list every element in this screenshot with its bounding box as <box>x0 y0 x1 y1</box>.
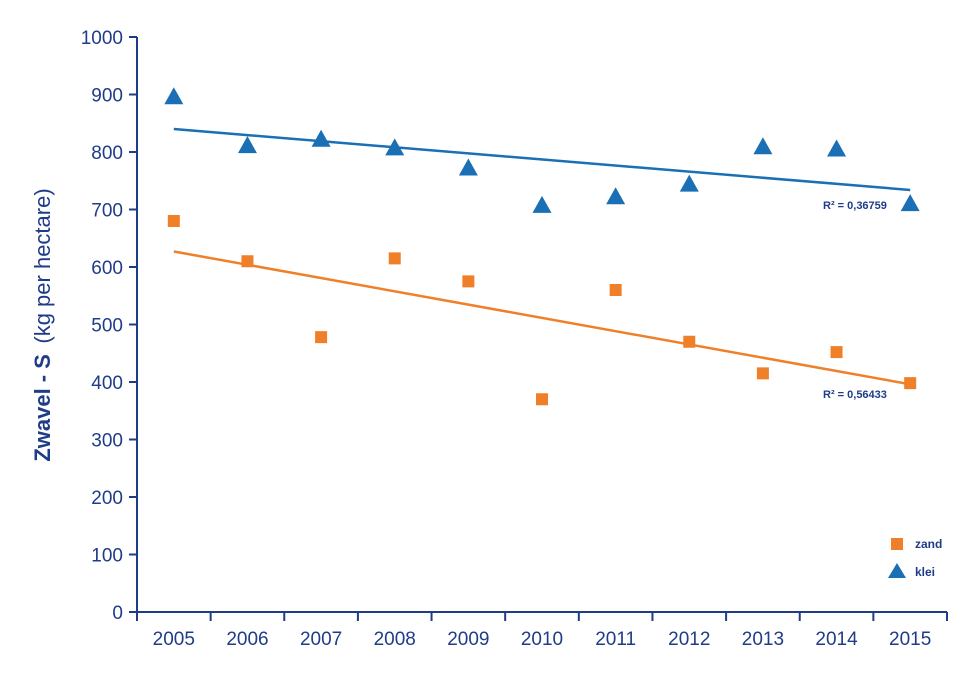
legend: zand klei <box>888 537 942 579</box>
y-tick-label: 600 <box>91 258 123 279</box>
y-tick-label: 300 <box>91 431 123 452</box>
legend-marker-klei <box>888 563 906 578</box>
data-point-zand <box>388 252 401 265</box>
data-point-klei <box>164 87 184 105</box>
data-point-zand <box>536 393 548 406</box>
y-axis-label-bold: Zwavel - S <box>30 354 55 462</box>
x-tick-label: 2009 <box>447 629 489 650</box>
data-point-klei <box>458 158 478 176</box>
x-tick-label: 2011 <box>595 629 636 650</box>
x-tick-label: 2015 <box>889 629 931 650</box>
y-tick-label: 100 <box>91 546 123 567</box>
data-point-zand <box>609 284 622 296</box>
data-point-zand <box>241 255 254 268</box>
y-tick-label: 900 <box>91 86 123 107</box>
data-point-zand <box>315 331 328 344</box>
y-tick-label: 700 <box>91 201 123 222</box>
trend-line-klei <box>173 127 911 192</box>
y-axis-label-unit: (kg per hectare) <box>30 188 55 343</box>
data-point-zand <box>830 346 843 359</box>
x-tick-label: 2010 <box>521 629 563 650</box>
x-tick-label: 2007 <box>300 629 342 650</box>
x-tick-label: 2005 <box>153 629 195 650</box>
x-tick-label: 2012 <box>668 629 710 650</box>
legend-label-klei: klei <box>915 565 935 579</box>
y-tick-label: 800 <box>91 143 123 164</box>
data-point-klei <box>679 174 699 192</box>
y-tick-label: 1000 <box>81 28 123 49</box>
data-point-zand <box>904 377 917 390</box>
x-tick-label: 2014 <box>815 629 858 650</box>
y-tick-label: 200 <box>91 488 123 509</box>
x-tick-label: 2006 <box>226 629 268 650</box>
y-tick-label: 500 <box>91 316 123 337</box>
x-tick-label: 2013 <box>742 629 784 650</box>
legend-label-zand: zand <box>915 537 942 551</box>
axes <box>129 36 948 621</box>
data-point-klei <box>237 136 257 154</box>
data-point-klei <box>827 139 847 157</box>
data-point-klei <box>385 138 405 156</box>
data-point-zand <box>756 367 769 380</box>
legend-marker-zand <box>891 538 903 550</box>
data-points <box>164 87 920 406</box>
tick-labels: 0 100 200 300 400 500 600 700 800 900 1000 2005 2006… <box>81 28 932 650</box>
data-point-klei <box>753 137 773 155</box>
x-tick-label: 2008 <box>374 629 416 650</box>
data-point-zand <box>167 215 180 227</box>
r2-label-klei: R² = 0,36759 <box>823 200 887 212</box>
y-tick-label: 400 <box>91 373 123 394</box>
data-point-klei <box>606 187 626 205</box>
data-point-zand <box>462 275 475 288</box>
y-tick-label: 0 <box>112 603 123 624</box>
trend-line-zand <box>173 250 911 386</box>
y-axis-label: Zwavel - S (kg per hectare) <box>30 188 55 461</box>
data-point-klei <box>532 195 552 213</box>
r2-label-zand: R² = 0,56433 <box>823 389 887 401</box>
data-point-zand <box>683 335 696 348</box>
trend-lines <box>173 127 911 386</box>
data-point-klei <box>311 129 331 147</box>
data-point-klei <box>900 194 920 212</box>
